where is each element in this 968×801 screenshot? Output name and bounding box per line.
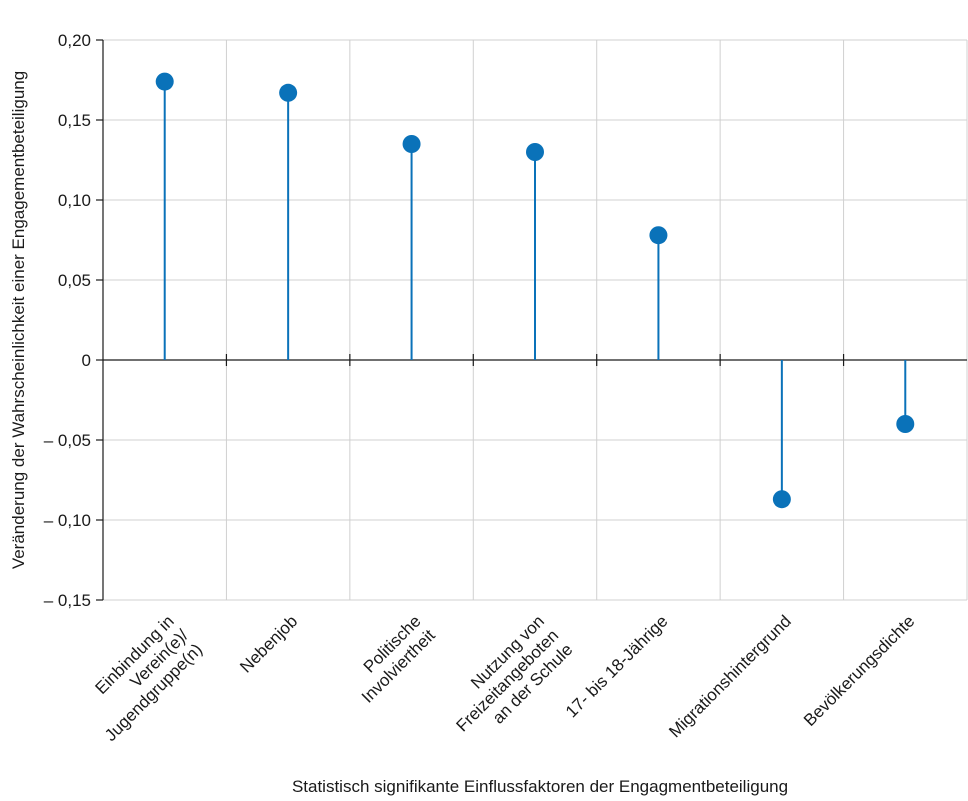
y-axis-title: Veränderung der Wahrscheinlichkeit einer…	[9, 71, 28, 569]
data-point	[649, 226, 668, 245]
data-point	[896, 415, 915, 433]
data-point	[526, 143, 544, 161]
y-tick-label: 0,10	[58, 191, 91, 210]
data-point	[402, 135, 421, 153]
grid	[103, 39, 968, 601]
x-tick-label: Nutzung vonFreizeitangebotenan der Schul…	[438, 612, 576, 750]
y-tick-label: – 0,05	[44, 431, 91, 450]
x-tick-label: Nebenjob	[236, 612, 301, 677]
y-tick-label: 0,20	[58, 31, 91, 50]
y-tick-label: – 0,10	[44, 511, 91, 530]
x-tick-label: Einbindung inVerein(e)/Jugendgruppe(n)	[73, 611, 206, 744]
data-point	[772, 490, 791, 509]
x-tick-labels: Einbindung inVerein(e)/Jugendgruppe(n) Ne…	[73, 611, 918, 750]
x-tick-label: 17- bis 18-Jährige	[562, 612, 672, 722]
x-axis-title: Statistisch signifikante Einflussfaktore…	[292, 777, 788, 796]
x-tick-label: PolitischeInvolviertheit	[344, 611, 439, 706]
y-tick-label: 0,05	[58, 271, 91, 290]
x-tick-label: Bevölkerungsdichte	[800, 612, 918, 730]
data-point	[279, 83, 298, 102]
y-tick-label: 0	[82, 351, 91, 370]
y-tick-label: 0,15	[58, 111, 91, 130]
data-point	[155, 72, 174, 91]
y-tick-label: – 0,15	[44, 591, 91, 610]
x-tick-label: Migrationshintergrund	[665, 612, 795, 742]
data-marks	[155, 72, 915, 509]
y-ticks: 0,20 0,15 0,10 0,05 0 – 0,05 – 0,10 – 0,15	[44, 31, 103, 610]
